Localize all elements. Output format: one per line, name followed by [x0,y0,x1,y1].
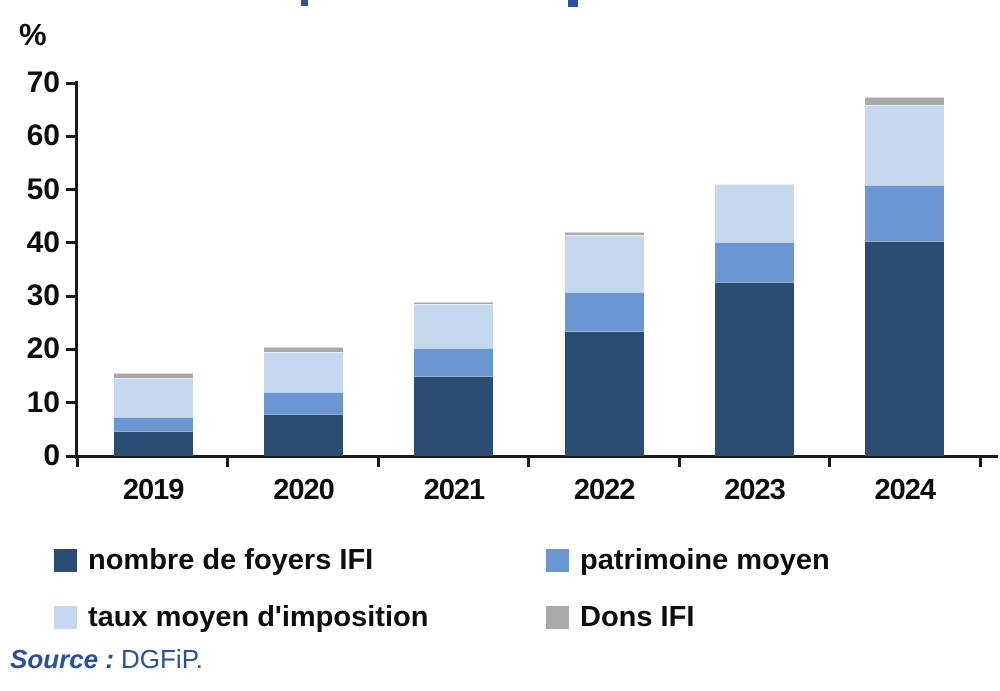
bar-segment-2019-nombre-de-foyers-ifi [113,430,193,456]
y-tick-mark [66,454,77,458]
y-tick-mark [66,241,77,245]
x-axis-line [75,455,998,458]
legend-label: Dons IFI [580,601,695,633]
y-tick-label: 10 [26,385,60,419]
stacked-bar-2023 [714,184,794,456]
source-note: Source : DGFiP. [10,644,203,675]
stacked-bar-2022 [564,232,644,456]
y-tick-mark [66,188,77,192]
legend-item-patrimoine-moyen: patrimoine moyen [546,544,830,577]
bar-segment-2020-nombre-de-foyers-ifi [263,413,343,456]
bar-segment-2020-patrimoine-moyen [263,391,343,414]
clipped-title-fragment [568,0,578,7]
x-tick-mark [978,457,982,467]
bar-slot-2019 [78,83,228,456]
legend-label: nombre de foyers IFI [88,544,374,576]
x-tick-mark [828,457,831,467]
legend-item-nombre-de-foyers-ifi: nombre de foyers IFI [54,544,373,577]
bar-segment-2022-nombre-de-foyers-ifi [564,330,644,456]
bar-slot-2022 [529,83,679,456]
y-tick-label: 70 [26,66,60,99]
x-axis-labels: 2019 2020 2021 2022 2023 2024 [78,474,980,507]
y-tick-mark [66,134,77,138]
stacked-bar-2020 [263,346,343,456]
bar-segment-2020-taux-moyen-d-imposition [263,352,343,392]
bar-segment-2019-dons-ifi [113,372,193,378]
bar-segment-2022-dons-ifi [564,232,644,236]
x-axis-label-2019: 2019 [122,474,185,506]
bar-segment-2024-dons-ifi [865,97,945,106]
bar-slot-2021 [379,83,529,456]
y-axis-line [75,81,78,459]
legend-swatch [546,549,569,572]
x-tick-mark [527,457,530,467]
plot-area [78,83,980,456]
bar-segment-2021-patrimoine-moyen [414,347,494,377]
stacked-bar-2019 [113,372,193,456]
bar-segment-2021-nombre-de-foyers-ifi [414,376,494,456]
stacked-bar-2024 [865,97,945,456]
x-tick-mark [75,457,79,467]
y-axis-unit-label: % [19,17,47,52]
bar-segment-2019-patrimoine-moyen [113,417,193,431]
y-tick-label: 30 [26,279,60,313]
x-axis-label-2021: 2021 [423,474,486,506]
x-tick-mark [376,457,380,467]
legend-swatch [54,606,77,629]
y-tick-mark [66,294,77,298]
bar-segment-2024-patrimoine-moyen [865,185,945,241]
bar-slot-2020 [228,83,378,456]
bar-segment-2021-taux-moyen-d-imposition [414,304,494,348]
x-tick-mark [226,457,229,467]
legend-label: patrimoine moyen [580,544,830,576]
bar-segment-2020-dons-ifi [263,346,343,353]
clipped-title-fragment [301,0,308,6]
source-label: Source : [10,644,115,674]
bar-segment-2023-patrimoine-moyen [714,242,794,283]
legend-swatch [546,606,569,629]
x-axis-label-2022: 2022 [573,474,636,506]
bar-segment-2021-dons-ifi [414,301,494,305]
bar-segment-2023-nombre-de-foyers-ifi [714,282,794,456]
source-value: DGFiP. [121,644,203,674]
y-tick-mark [66,347,77,351]
bar-slot-2024 [830,83,980,456]
legend-swatch [54,549,77,572]
x-tick-mark [677,457,681,467]
bar-segment-2019-taux-moyen-d-imposition [113,377,193,418]
y-tick-label: 40 [26,225,60,259]
bar-segment-2024-nombre-de-foyers-ifi [865,240,945,456]
bar-segment-2024-taux-moyen-d-imposition [865,105,945,186]
y-tick-label: 0 [43,439,60,472]
bar-slot-2023 [679,83,829,456]
legend-item-taux-moyen-d-imposition: taux moyen d'imposition [54,601,428,634]
legend-label: taux moyen d'imposition [88,601,429,633]
y-tick-label: 60 [26,119,60,153]
legend-item-dons-ifi: Dons IFI [546,601,694,634]
x-axis-label-2020: 2020 [273,474,335,506]
bar-segment-2022-taux-moyen-d-imposition [564,235,644,293]
stacked-bar-2021 [414,301,494,456]
y-tick-mark [66,401,77,405]
y-tick-label: 20 [26,332,60,366]
y-tick-mark [66,81,77,85]
y-tick-label: 50 [26,172,60,206]
bar-segment-2023-taux-moyen-d-imposition [714,184,794,243]
bar-segment-2022-patrimoine-moyen [564,292,644,331]
x-axis-label-2023: 2023 [724,474,786,506]
x-axis-label-2024: 2024 [874,474,937,506]
